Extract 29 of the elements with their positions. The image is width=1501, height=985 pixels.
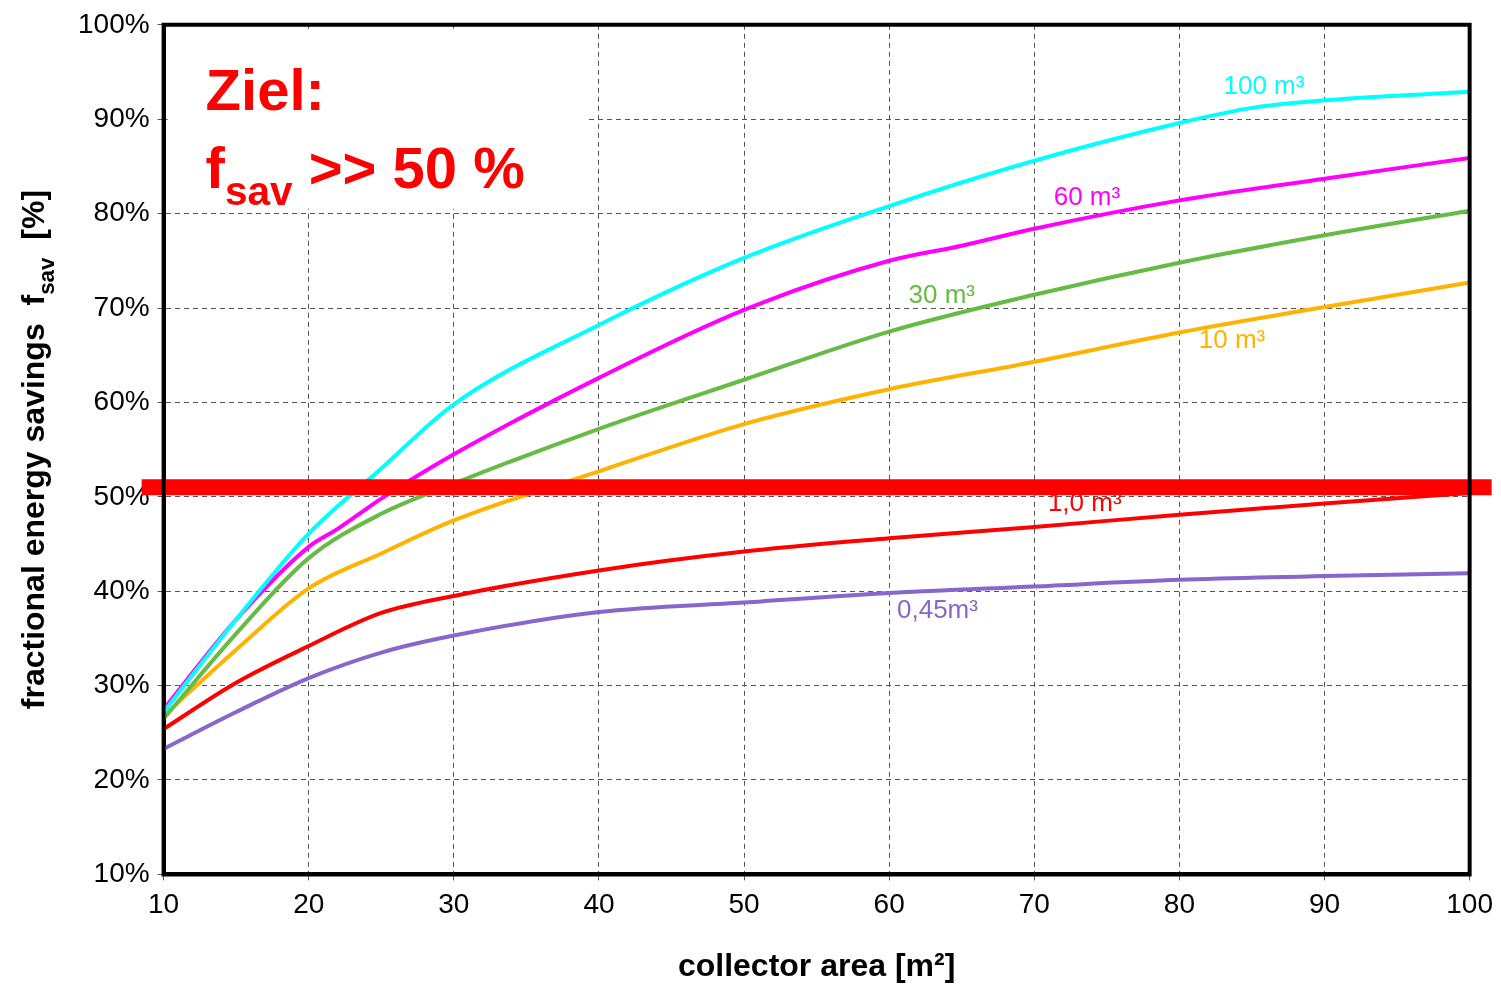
- x-tick-label: 40: [583, 887, 615, 919]
- x-tick-label: 30: [438, 887, 470, 919]
- x-tick-label: 70: [1018, 887, 1050, 919]
- y-tick-label: 40%: [93, 573, 150, 605]
- series-label: 30 m³: [908, 279, 976, 310]
- y-tick-label: 30%: [93, 668, 150, 700]
- y-axis-title: fractional energy savings fsav [%]: [15, 189, 59, 710]
- x-tick-label: 100: [1446, 887, 1493, 919]
- y-tick-label: 50%: [93, 479, 150, 511]
- series-label: 100 m³: [1223, 70, 1305, 101]
- x-axis-title: collector area [m²]: [677, 947, 956, 983]
- series-label: 0,45m³: [897, 593, 979, 624]
- y-tick-label: 60%: [93, 385, 150, 417]
- y-tick-label: 100%: [77, 7, 150, 39]
- x-tick-label: 60: [873, 887, 905, 919]
- y-tick-label: 10%: [93, 857, 150, 889]
- x-tick-label: 90: [1308, 887, 1341, 919]
- series-label: 60 m³: [1053, 180, 1121, 211]
- y-tick-label: 20%: [93, 762, 150, 794]
- x-tick-label: 10: [148, 887, 180, 919]
- y-tick-label: 70%: [93, 290, 150, 322]
- y-tick-label: 80%: [93, 196, 150, 228]
- x-tick-label: 20: [293, 887, 325, 919]
- x-tick-label: 50: [728, 887, 760, 919]
- y-tick-label: 90%: [93, 101, 150, 133]
- series-label: 10 m³: [1198, 323, 1266, 354]
- x-tick-label: 80: [1163, 887, 1195, 919]
- annotation: Ziel:: [205, 56, 325, 122]
- line-series: [163, 571, 1470, 751]
